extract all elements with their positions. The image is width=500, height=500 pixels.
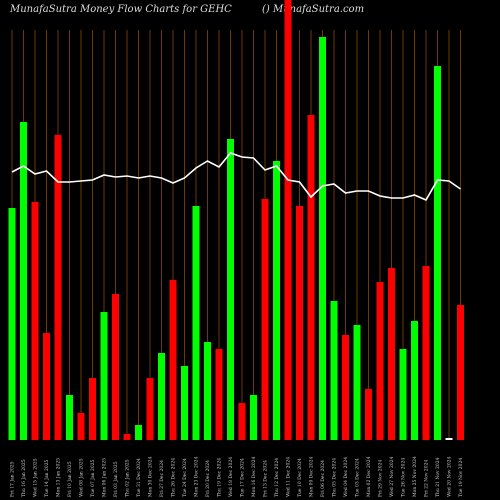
bar <box>353 325 361 440</box>
bar <box>342 335 349 440</box>
x-tick-label: Fri 20 Dec 2024 <box>205 460 211 497</box>
bar <box>77 413 85 440</box>
x-tick-label: Mon 02 Dec 2024 <box>366 456 372 497</box>
x-tick-label: Mon 13 Jan 2025 <box>56 458 62 497</box>
x-tick-label: Fri 27 Dec 2024 <box>159 460 165 497</box>
bar <box>376 282 384 440</box>
x-tick-label: Wed 11 Dec 2024 <box>286 457 292 497</box>
bar <box>422 266 430 440</box>
x-tick-label: Thu 21 Nov 2024 <box>435 457 441 497</box>
bar <box>307 115 315 440</box>
x-tick-label: Tue 26 Nov 2024 <box>401 458 407 497</box>
x-tick-label: Wed 20 Nov 2024 <box>447 456 453 497</box>
x-tick-label: Thu 19 Dec 2024 <box>217 458 223 497</box>
bar <box>261 199 269 440</box>
x-tick-label: Mon 16 Dec 2024 <box>251 456 257 497</box>
x-tick-label: Thu 16 Jan 2025 <box>21 459 27 497</box>
x-tick-label: Mon 25 Nov 2024 <box>412 456 418 497</box>
bar <box>20 122 27 440</box>
bar <box>169 280 177 440</box>
x-tick-label: Fri 17 Jan 2025 <box>10 461 16 497</box>
chart-title: MunafaSutra Money Flow Charts for GEHC <box>9 4 232 15</box>
x-tick-label: Tue 31 Dec 2024 <box>136 458 142 497</box>
x-tick-label: Mon 30 Dec 2024 <box>148 456 154 497</box>
bar <box>284 0 292 440</box>
x-tick-label: Thu 26 Dec 2024 <box>171 458 177 497</box>
bar <box>158 353 165 440</box>
x-tick-label: Thu 02 Jan 2025 <box>125 459 131 497</box>
x-tick-label: Tue 24 Dec 2024 <box>182 458 188 497</box>
bar <box>388 268 395 440</box>
bar <box>365 389 372 440</box>
x-tick-label: Wed 15 Jan 2025 <box>33 458 39 497</box>
bar <box>411 321 418 440</box>
bar <box>457 305 464 440</box>
x-tick-label: Mon 06 Jan 2025 <box>102 458 108 497</box>
x-tick-label: Fri 22 Nov 2024 <box>424 459 430 497</box>
bar <box>238 403 246 440</box>
x-tick-label: Tue 19 Nov 2024 <box>458 458 464 497</box>
bar <box>112 294 119 440</box>
x-tick-label: Thu 05 Dec 2024 <box>332 458 338 497</box>
x-tick-label: Mon 09 Dec 2024 <box>309 456 315 497</box>
x-tick-label: Wed 27 Nov 2024 <box>389 456 395 497</box>
x-tick-label: Tue 17 Dec 2024 <box>240 458 246 497</box>
bar <box>273 161 280 440</box>
x-tick-label: Fri 29 Nov 2024 <box>378 459 384 497</box>
x-tick-label: Tue 07 Jan 2025 <box>90 459 96 497</box>
bar <box>330 301 338 440</box>
bar <box>319 37 326 440</box>
bar <box>8 208 16 440</box>
bar <box>43 333 50 440</box>
bar <box>250 395 257 440</box>
bar <box>204 342 211 440</box>
x-tick-label: Fri 03 Jan 2025 <box>113 461 119 497</box>
x-tick-label: Fri 10 Jan 2025 <box>67 461 73 497</box>
bar <box>89 378 96 440</box>
bar <box>146 378 154 440</box>
x-tick-label: Tue 10 Dec 2024 <box>297 458 303 497</box>
bar <box>215 349 223 440</box>
x-tick-label: Fri 06 Dec 2024 <box>320 460 326 497</box>
x-tick-label: Tue 14 Jan 2025 <box>44 459 50 497</box>
x-tick-label: Thu 12 Dec 2024 <box>274 458 280 497</box>
x-tick-label: Wed 08 Jan 2025 <box>79 458 85 497</box>
bar <box>66 395 73 440</box>
chart-subtitle: () MunafaSutra.com <box>262 4 364 15</box>
bar <box>296 206 303 440</box>
bar <box>192 206 200 440</box>
bar <box>123 434 131 440</box>
money-flow-line <box>11 152 461 202</box>
bar <box>445 438 453 440</box>
x-tick-label: Mon 23 Dec 2024 <box>194 456 200 497</box>
bar <box>54 135 62 440</box>
x-tick-label: Tue 03 Dec 2024 <box>355 458 361 497</box>
bar <box>31 202 39 440</box>
bar <box>181 366 188 440</box>
x-tick-label: Wed 04 Dec 2024 <box>343 457 349 497</box>
x-tick-label: Fri 13 Dec 2024 <box>263 460 269 497</box>
bar <box>434 66 441 440</box>
bar <box>135 425 142 440</box>
bar <box>227 139 234 440</box>
bar <box>100 312 108 440</box>
bar <box>399 349 407 440</box>
x-tick-label: Wed 18 Dec 2024 <box>228 457 234 497</box>
